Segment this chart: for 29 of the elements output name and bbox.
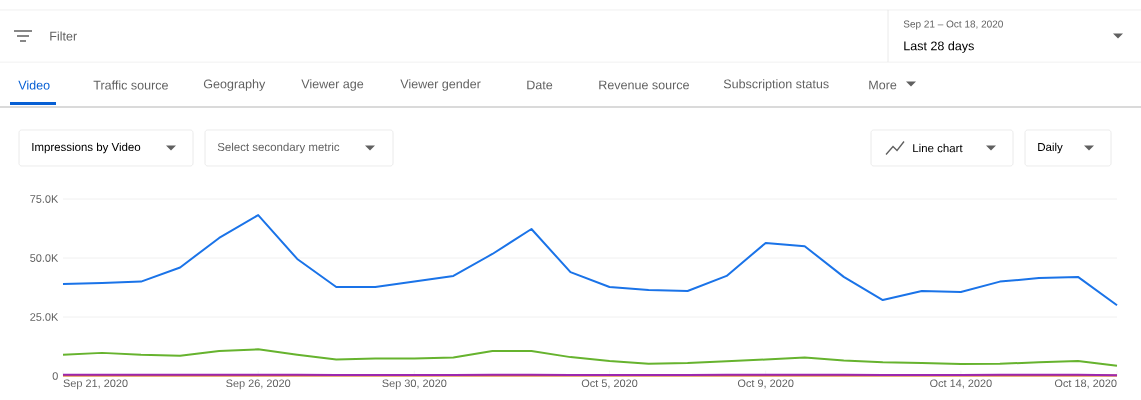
- text: Impressions by Video: [32, 142, 141, 154]
- x-tick-label: Sep 21, 2020: [63, 379, 128, 390]
- text: Viewer gender: [400, 79, 481, 91]
- line-series: [62, 214, 1119, 307]
- text: More: [869, 80, 897, 90]
- x-tick-label: Oct 14, 2020: [930, 379, 992, 389]
- x-tick-label: Sep 26, 2020: [226, 379, 291, 390]
- text: Select secondary metric: [217, 142, 340, 154]
- y-tick-label: 50.0K: [30, 254, 59, 262]
- text: Traffic source: [93, 80, 168, 90]
- text: Filter: [50, 31, 77, 41]
- y-tick-label: 25.0K: [30, 313, 59, 321]
- x-tick-label: Oct 5, 2020: [581, 379, 638, 389]
- text: Daily: [1038, 142, 1063, 154]
- text: Line chart: [913, 143, 963, 153]
- x-tick-label: Oct 9, 2020: [737, 379, 794, 389]
- text: Sep 21 – Oct 18, 2020: [903, 20, 1003, 30]
- text: Geography: [203, 79, 266, 91]
- x-tick-label: Oct 18, 2020: [1054, 379, 1117, 389]
- x-tick-label: Sep 30, 2020: [382, 379, 447, 390]
- text: Last 28 days: [904, 41, 974, 53]
- y-tick-label: 75.0K: [30, 195, 59, 203]
- text: Video: [18, 80, 50, 90]
- text: Viewer age: [301, 79, 364, 91]
- y-tick-label: 0: [52, 372, 58, 380]
- line-series: [62, 348, 1119, 367]
- text: Subscription status: [723, 79, 829, 91]
- text: Revenue source: [599, 80, 689, 90]
- text: Date: [527, 80, 553, 90]
